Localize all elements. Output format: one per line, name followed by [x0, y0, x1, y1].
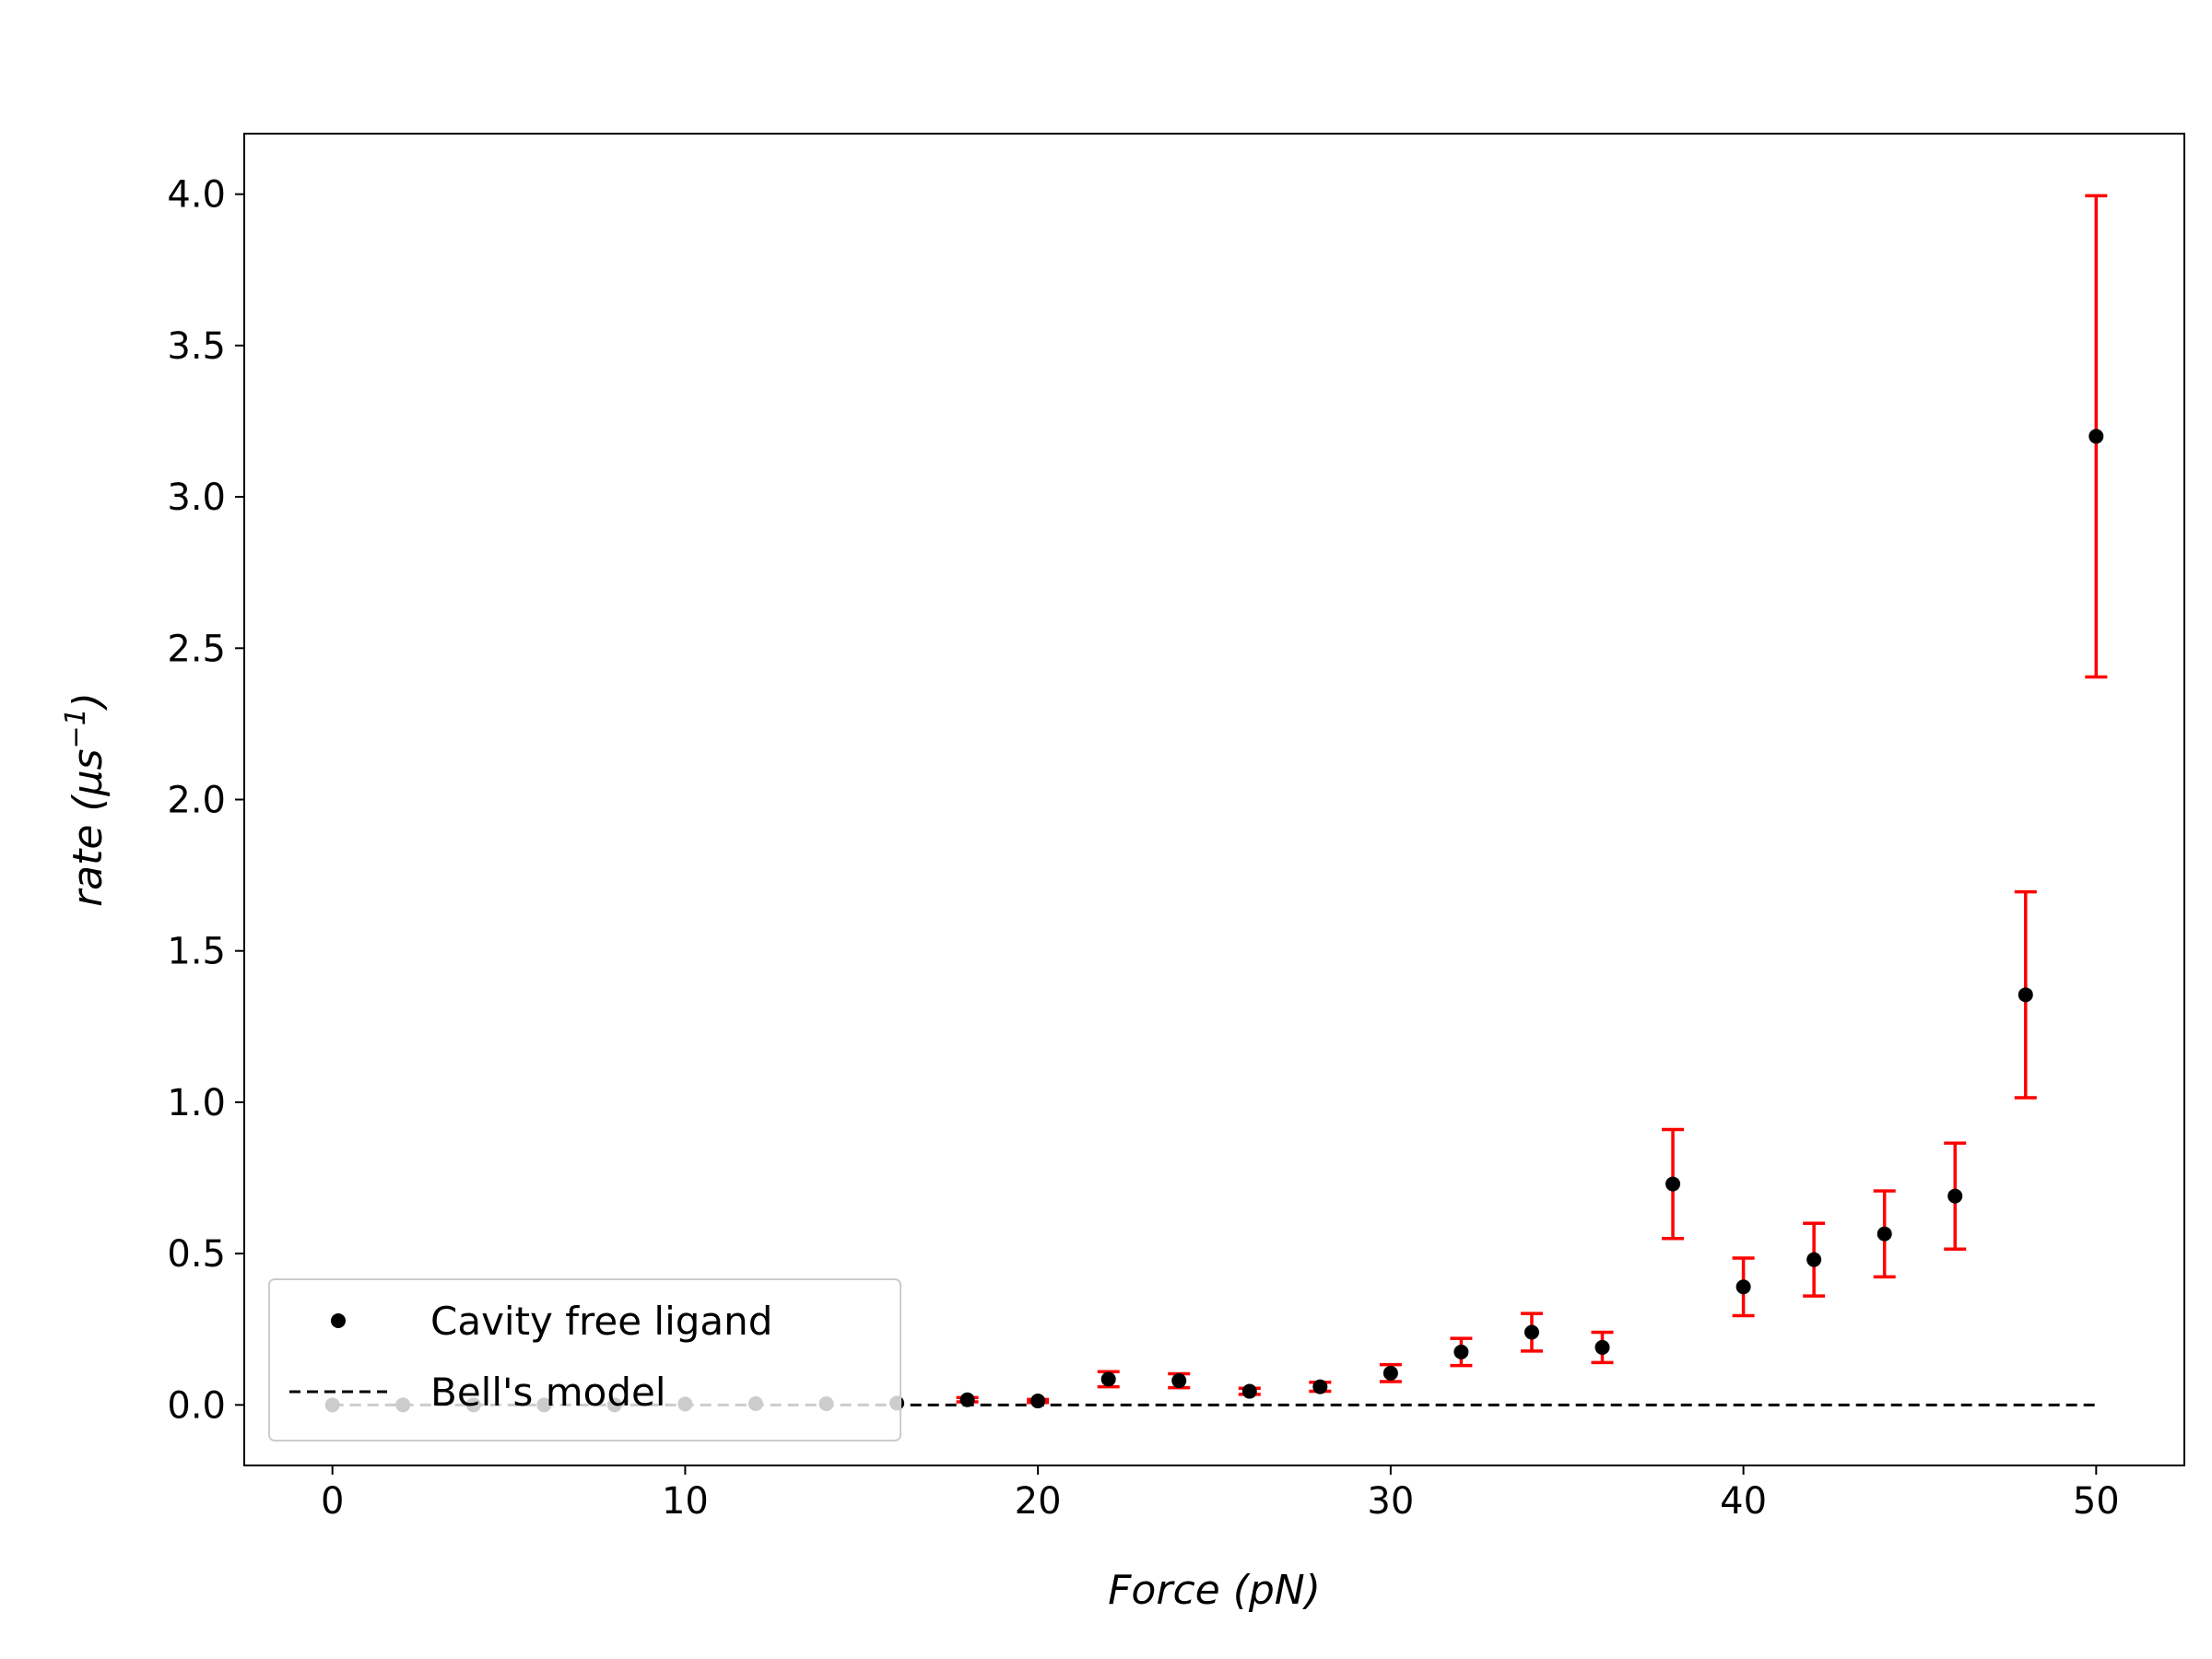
x-tick-label: 30	[1367, 1480, 1414, 1523]
x-tick-label: 40	[1720, 1480, 1767, 1523]
data-point	[1665, 1176, 1681, 1192]
data-point	[1947, 1188, 1963, 1204]
errorbars-layer	[956, 194, 2108, 1405]
x-tick-label: 20	[1015, 1480, 1062, 1523]
y-tick-label: 3.5	[167, 325, 226, 368]
y-tick-label: 3.0	[167, 477, 226, 519]
y-axis-label-close: )	[65, 692, 112, 711]
data-point	[1453, 1344, 1469, 1359]
data-point	[1312, 1379, 1328, 1394]
x-axis-label: Force (pN)	[1108, 1567, 1321, 1614]
legend-label-bells-model: Bell's model	[430, 1370, 666, 1415]
plot-frame	[243, 133, 2185, 1466]
data-point	[2088, 429, 2104, 444]
legend-marker-points	[331, 1313, 346, 1328]
data-point	[2018, 987, 2033, 1003]
y-axis-label: rate (μs−1)	[60, 692, 112, 907]
y-axis-label-superscript: −1	[60, 708, 92, 748]
data-point	[1735, 1279, 1751, 1295]
data-point	[1382, 1365, 1398, 1381]
data-point	[1594, 1339, 1610, 1355]
x-tick-label: 50	[2073, 1480, 2120, 1523]
y-tick-label: 1.0	[167, 1082, 226, 1124]
legend-label-cavity-free-ligand: Cavity free ligand	[430, 1299, 772, 1344]
data-point	[1030, 1394, 1046, 1409]
data-point	[1100, 1371, 1116, 1387]
data-point	[1524, 1324, 1539, 1340]
y-tick-label: 2.0	[167, 780, 226, 822]
data-point	[1877, 1226, 1892, 1241]
y-tick-label: 0.5	[167, 1233, 226, 1276]
legend: Cavity free ligand Bell's model	[268, 1278, 901, 1441]
data-point	[1806, 1252, 1822, 1267]
data-points-layer	[324, 429, 2104, 1413]
y-tick-label: 0.0	[167, 1384, 226, 1427]
y-axis-ticks: 0.0 0.5 1.0 1.5 2.0 2.5 3.0 3.5 4.0	[167, 174, 244, 1427]
y-tick-label: 1.5	[167, 931, 226, 973]
data-point	[1171, 1373, 1187, 1389]
legend-box	[268, 1278, 901, 1441]
data-point	[1241, 1383, 1257, 1399]
x-tick-label: 0	[321, 1480, 344, 1523]
y-axis-label-main: rate (μs	[65, 748, 112, 906]
y-tick-label: 4.0	[167, 174, 226, 217]
y-tick-label: 2.5	[167, 628, 226, 670]
x-axis-ticks: 0 10 20 30 40 50	[321, 1465, 2120, 1523]
x-tick-label: 10	[662, 1480, 709, 1523]
data-point	[959, 1392, 975, 1407]
